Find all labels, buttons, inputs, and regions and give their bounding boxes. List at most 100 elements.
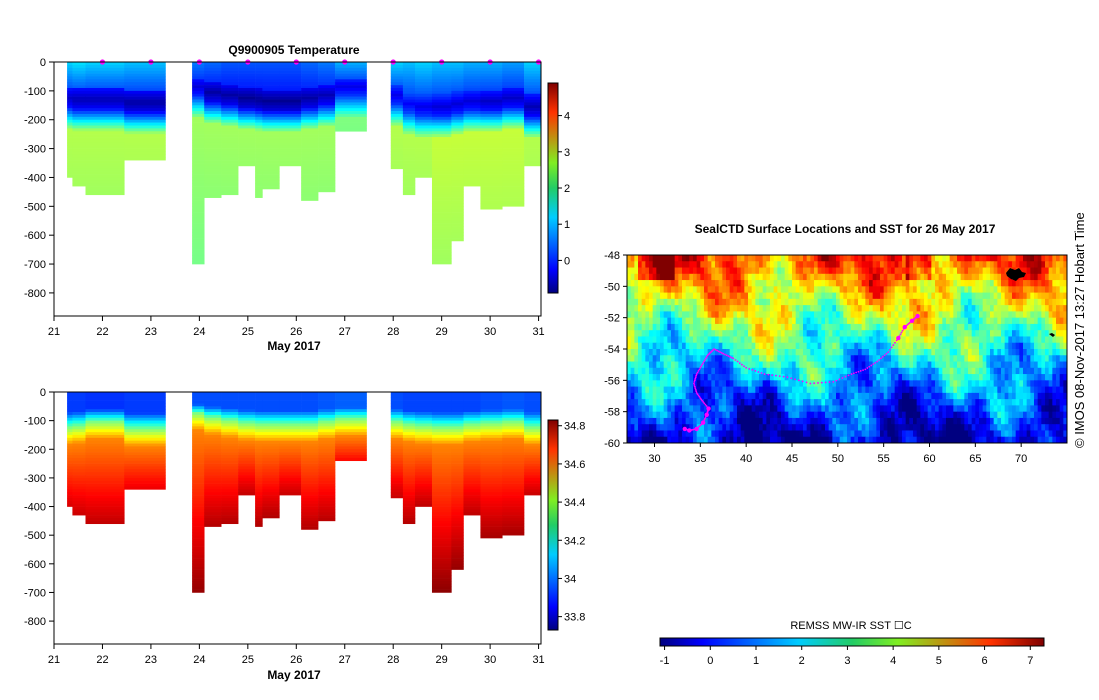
- salinity-cell: [451, 426, 464, 430]
- temperature-cell: [262, 102, 280, 106]
- sst-cell: [638, 336, 643, 344]
- temperature-cell: [415, 79, 433, 83]
- sst-cell: [876, 361, 881, 369]
- sst-cell: [997, 323, 1002, 331]
- temperature-cell: [85, 131, 125, 135]
- salinity-cell: [124, 483, 166, 487]
- colorbar-tick-label: 34.8: [564, 421, 585, 433]
- sst-cell: [733, 330, 738, 337]
- sst-cell: [979, 361, 984, 369]
- temperature-cell: [502, 87, 525, 92]
- sst-cell: [949, 374, 954, 381]
- salinity-cell: [402, 472, 416, 476]
- y-tick-label: -600: [24, 559, 46, 571]
- sst-cell: [748, 336, 753, 344]
- salinity-cell: [318, 497, 336, 502]
- sst-cell: [993, 392, 998, 400]
- salinity-cell: [431, 412, 452, 416]
- sst-cell: [913, 311, 918, 319]
- sst-cell: [660, 292, 665, 300]
- salinity-cell: [480, 509, 503, 513]
- sst-cell: [982, 392, 987, 400]
- temperature-cell: [502, 79, 525, 83]
- sst-cell: [909, 323, 914, 331]
- salinity-cell: [463, 420, 481, 424]
- sst-cell: [803, 355, 808, 363]
- sst-cell: [766, 342, 771, 350]
- salinity-cell: [301, 426, 319, 430]
- sst-cell: [630, 342, 635, 350]
- salinity-cell: [85, 412, 125, 416]
- salinity-cell: [402, 509, 416, 513]
- sst-cell: [828, 305, 833, 312]
- sst-cell: [711, 286, 716, 294]
- sst-cell: [781, 305, 786, 312]
- sst-cell: [905, 336, 910, 344]
- salinity-cell: [402, 497, 416, 502]
- sst-cell: [641, 311, 646, 319]
- sst-cell: [814, 286, 819, 294]
- salinity-cell: [431, 440, 452, 444]
- temperature-cell: [279, 125, 302, 129]
- temperature-cell: [301, 157, 319, 161]
- sst-cell: [770, 292, 775, 300]
- salinity-cell: [67, 460, 73, 464]
- temperature-cell: [502, 76, 525, 80]
- sst-cell: [986, 355, 991, 363]
- salinity-cell: [318, 506, 336, 510]
- salinity-cell: [255, 523, 263, 527]
- sst-cell: [751, 349, 756, 356]
- salinity-cell: [221, 452, 239, 456]
- temperature-cell: [524, 122, 542, 126]
- sst-cell: [634, 361, 639, 369]
- sst-cell: [704, 273, 709, 281]
- salinity-cell: [451, 480, 464, 484]
- sst-cell: [964, 349, 969, 356]
- sst-cell: [858, 286, 863, 294]
- sst-cell: [986, 392, 991, 400]
- sst-cell: [627, 311, 632, 319]
- sst-cell: [630, 261, 635, 269]
- sst-cell: [1045, 292, 1050, 300]
- sst-cell: [777, 255, 782, 262]
- temperature-cell: [204, 85, 222, 89]
- salinity-cell: [451, 403, 464, 407]
- temperature-cell: [431, 76, 452, 80]
- salinity-cell: [85, 414, 125, 419]
- sst-cell: [1056, 361, 1061, 369]
- sst-cell: [814, 311, 819, 319]
- sst-cell: [641, 255, 646, 262]
- colorbar-tick-label: 2: [564, 183, 570, 195]
- temperature-cell: [279, 122, 302, 126]
- salinity-cell: [124, 475, 166, 479]
- sst-cell: [1019, 292, 1024, 300]
- temperature-cell: [221, 139, 239, 144]
- sst-cell: [986, 386, 991, 394]
- sst-cell: [696, 374, 701, 381]
- sst-cell: [935, 330, 940, 337]
- temperature-cell: [451, 174, 464, 178]
- salinity-cell: [279, 432, 302, 436]
- temperature-cell: [335, 85, 367, 89]
- sst-cell: [993, 261, 998, 269]
- sst-cell: [1030, 380, 1035, 388]
- sst-cell: [836, 298, 841, 306]
- sst-cell: [916, 349, 921, 356]
- temperature-cell: [192, 258, 205, 262]
- salinity-cell: [402, 495, 416, 499]
- salinity-cell: [390, 409, 404, 413]
- sst-cell: [660, 349, 665, 356]
- temperature-cell: [262, 85, 280, 89]
- salinity-cell: [390, 449, 404, 453]
- salinity-cell: [67, 449, 73, 453]
- sst-cell: [674, 305, 679, 312]
- sst-cell: [1026, 305, 1031, 312]
- salinity-cell: [402, 492, 416, 496]
- sst-cell: [700, 305, 705, 312]
- sst-cell: [843, 349, 848, 356]
- sst-cell: [953, 374, 958, 381]
- salinity-cell: [221, 432, 239, 436]
- salinity-cell: [67, 400, 73, 404]
- salinity-cell: [124, 400, 166, 404]
- sst-cell: [671, 336, 676, 344]
